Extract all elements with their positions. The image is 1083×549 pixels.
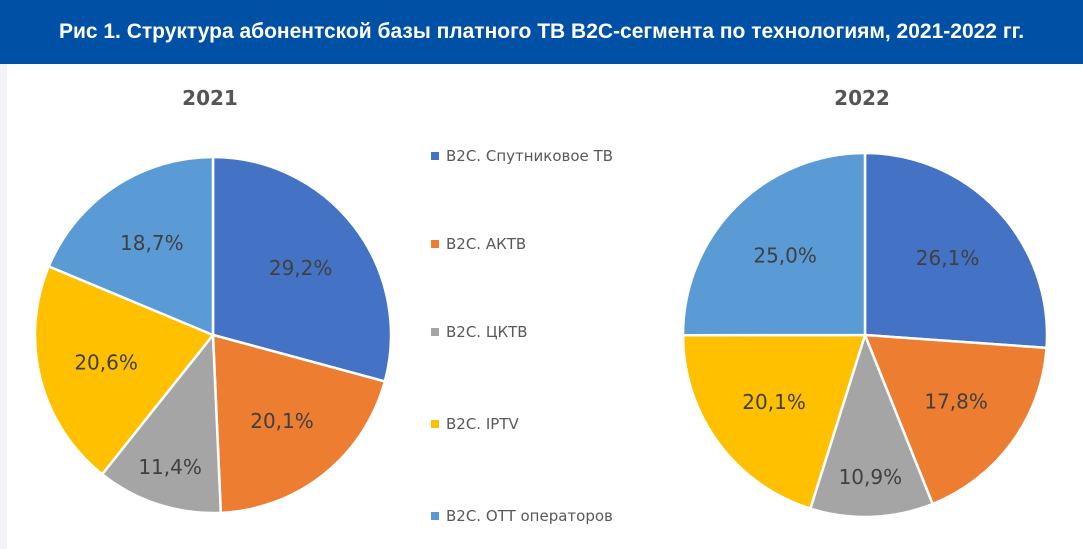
pie-slice [47,155,215,337]
legend-item: B2C. OTT операторов [446,507,613,525]
pie-slice [211,155,393,383]
legend-swatch [431,240,439,248]
data-label: 17,8% [924,390,988,414]
legend-item: B2C. Спутниковое ТВ [446,147,613,165]
chart-title-2022: 2022 [834,86,890,110]
pie-slice [863,151,1049,350]
legend-item: B2C. ЦКТВ [446,323,528,341]
pie-slice [100,331,223,515]
legend-item: B2C. IPTV [446,415,519,433]
data-label: 20,1% [250,409,314,433]
figure-title: Рис 1. Структура абонентской базы платно… [0,0,1083,64]
data-label: 26,1% [916,246,980,270]
pie-slice [681,151,867,337]
data-label: 25,0% [753,243,817,267]
data-label: 29,2% [269,256,333,280]
data-label: 10,9% [839,465,903,489]
left-strip [0,64,7,549]
chart-title-2021: 2021 [182,86,238,110]
data-label: 18,7% [120,231,184,255]
data-label: 20,6% [74,350,138,374]
legend-swatch [431,152,439,160]
legend-item: B2C. АКТВ [446,235,526,253]
legend-swatch [431,328,439,336]
data-label: 20,1% [742,390,806,414]
pie-slice [808,331,935,519]
pie-slice [681,333,867,511]
pie-slice [863,333,1048,506]
data-label: 11,4% [138,455,202,479]
pie-slice [211,333,387,515]
pie-slice [33,264,216,477]
legend-swatch [431,512,439,520]
legend-swatch [431,420,439,428]
